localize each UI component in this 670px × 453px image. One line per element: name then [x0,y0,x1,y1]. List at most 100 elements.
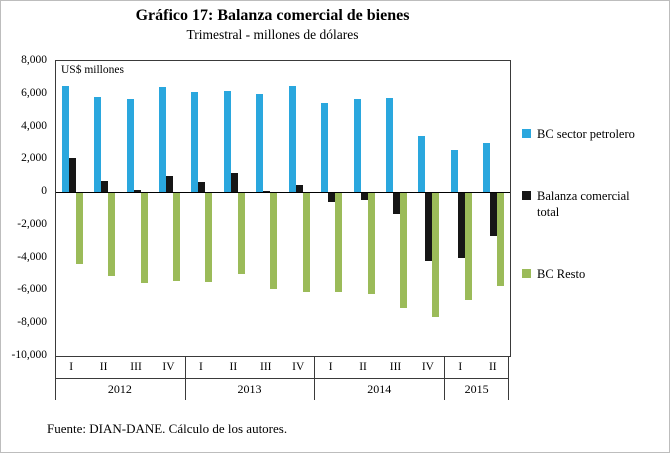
x-quarter-label: III [130,361,142,373]
x-year-label: 2015 [464,382,489,396]
y-tick-label: 6,000 [21,86,47,99]
x-quarter-label: III [389,361,402,373]
legend-label: BC sector petrolero [537,127,635,141]
y-tick-label: 8,000 [21,54,47,66]
chart-title: Gráfico 17: Balanza comercial de bienes [135,7,410,24]
bar-group [56,61,88,356]
y-tick-label: -6,000 [17,283,47,296]
x-quarter-label: IV [162,361,175,373]
x-quarter-label: III [260,361,272,373]
y-tick-label: 0 [41,185,47,198]
legend-label: BC Resto [537,267,586,281]
x-quarter-label: I [198,361,203,373]
bar-bc-sector-petrolero [191,92,199,193]
bar-group [348,61,380,356]
y-axis: 8,000 6,000 4,000 2,000 0 -2,000 -4,000 -6,000 -… [2,54,51,361]
y-tick-label: -8,000 [17,316,47,329]
bar-bc-resto [108,192,116,276]
bar-bc-resto [140,192,148,284]
bar-group [218,61,250,356]
bar-group [445,61,477,356]
bar-bc-resto [302,192,310,292]
bar-bc-resto [75,192,83,265]
x-quarter-label: II [488,361,497,373]
bar-group [186,61,218,356]
bar-bc-sector-petrolero [418,136,426,193]
x-quarter-label: IV [292,361,305,373]
bar-balanza-comercial-total [263,191,271,193]
x-quarter-label: I [458,361,463,373]
bar-bc-sector-petrolero [321,102,329,193]
bar-bc-resto [432,192,440,317]
bar-balanza-comercial-total [68,157,76,193]
axis-units-label: US$ millones [61,64,124,76]
x-year-label: 2012 [107,382,132,396]
y-tick-label: 4,000 [21,119,47,132]
legend-item-balanza-comercial-total: Balanza comercial total [522,188,664,220]
bar-bc-resto [205,192,213,282]
y-tick-label: -10,000 [11,349,47,361]
y-tick-label: -4,000 [17,250,47,263]
legend-swatch-icon [522,129,531,138]
bar-balanza-comercial-total [328,192,336,203]
y-tick-label: 2,000 [21,152,47,165]
bar-bc-resto [399,192,407,309]
bar-bc-resto [335,192,343,292]
bar-bc-sector-petrolero [256,93,264,193]
x-quarter-label: I [69,361,74,373]
bar-bc-resto [237,192,245,275]
bar-bc-sector-petrolero [126,98,134,193]
bar-group [380,61,412,356]
x-quarter-label: II [229,361,238,373]
bar-balanza-comercial-total [101,180,109,193]
bar-bc-sector-petrolero [223,90,231,193]
legend-swatch-icon [522,191,531,200]
bar-group [88,61,120,356]
bar-bc-sector-petrolero [353,98,361,193]
bar-bc-resto [172,192,180,281]
bar-bc-sector-petrolero [450,149,458,193]
x-quarter-label: II [359,361,367,373]
zero-axis-line [56,192,510,194]
bar-bc-resto [497,192,505,286]
plot-area: US$ millones [55,60,511,357]
legend-swatch-icon [522,269,531,278]
bar-balanza-comercial-total [392,192,400,215]
bar-balanza-comercial-total [230,172,238,193]
bar-bc-resto [270,192,278,290]
y-tick-label: -2,000 [17,217,47,230]
bar-group [121,61,153,356]
bar-balanza-comercial-total [198,181,206,193]
x-quarter-label: IV [421,361,434,373]
bar-bc-resto [464,192,472,301]
legend-label: Balanza comercial total [537,189,630,219]
bar-balanza-comercial-total [295,185,303,193]
x-year-label: 2013 [237,382,262,396]
bar-balanza-comercial-total [490,192,498,237]
legend-item-bc-resto: BC Resto [522,266,664,282]
x-axis-years: 2012 2013 2014 2015 [55,379,509,400]
bar-bc-sector-petrolero [288,85,296,193]
x-axis-divider-line [55,378,509,379]
bar-group [153,61,185,356]
x-year-label: 2014 [367,382,392,396]
bar-balanza-comercial-total [133,189,141,193]
bar-bc-sector-petrolero [483,142,491,193]
bar-balanza-comercial-total [457,192,465,258]
bar-bc-resto [367,192,375,294]
bar-balanza-comercial-total [360,192,368,201]
bar-group [283,61,315,356]
bar-balanza-comercial-total [425,192,433,261]
chart-subtitle: Trimestral - millones de dólares [186,27,359,42]
source-note: Fuente: DIAN-DANE. Cálculo de los autore… [47,421,288,436]
x-axis-quarters: I II III IV I II III IV I II III IV I II [55,357,509,378]
x-quarter-label: I [328,361,333,373]
legend: BC sector petrolero Balanza comercial tot… [522,126,664,282]
legend-item-bc-sector-petrolero: BC sector petrolero [522,126,664,142]
bar-bc-sector-petrolero [158,87,166,193]
bar-group [251,61,283,356]
bar-group [315,61,347,356]
x-quarter-label: II [99,361,108,373]
bar-balanza-comercial-total [165,175,173,193]
